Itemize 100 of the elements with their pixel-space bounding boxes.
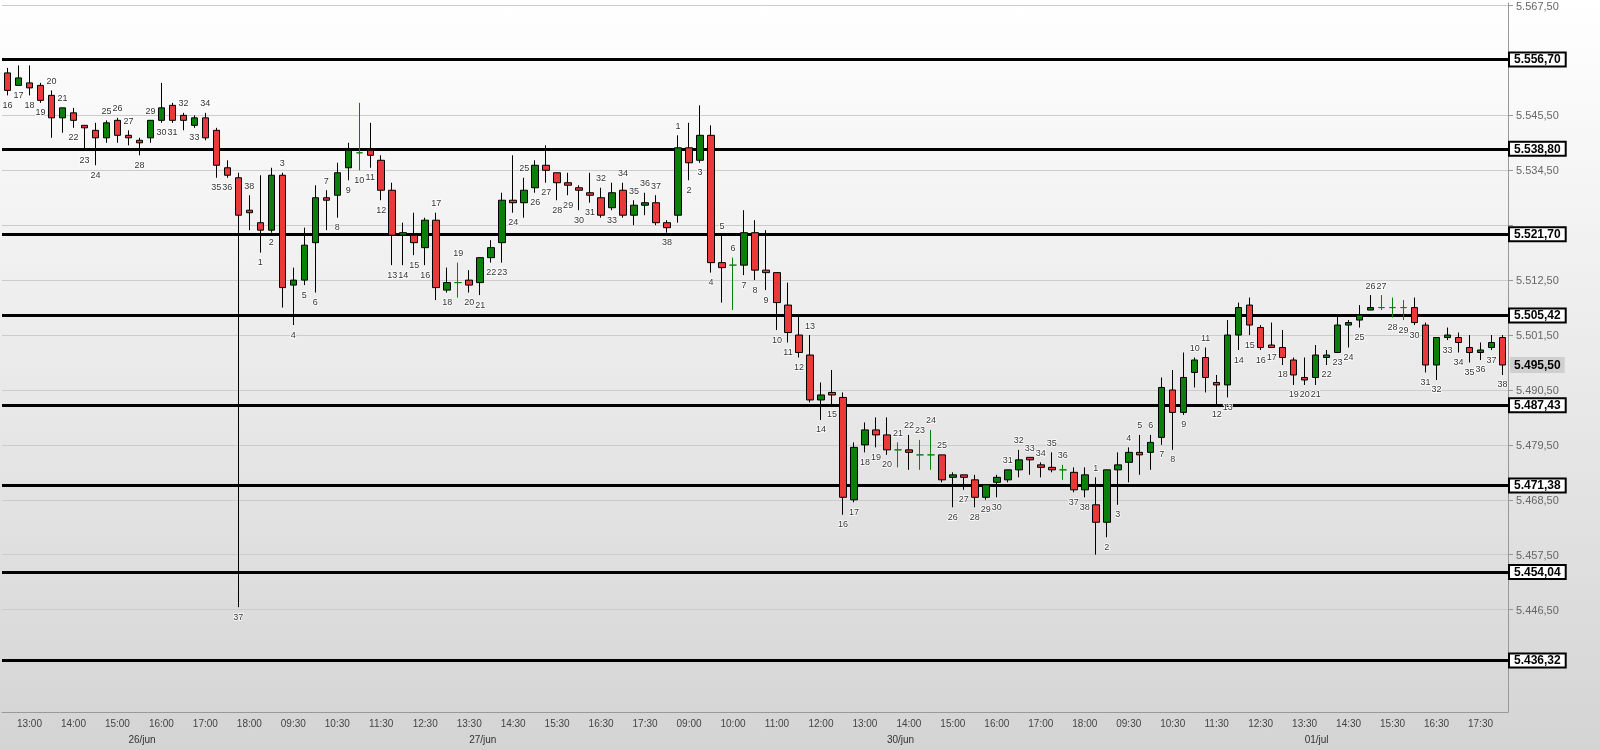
text: 31 — [1420, 376, 1431, 387]
text: 25 — [101, 105, 112, 116]
x-tick-label: 16:30 — [588, 717, 615, 729]
text: 37 — [1068, 496, 1079, 507]
candlestick — [641, 192, 649, 216]
candlestick — [1301, 357, 1308, 386]
text: 4 — [1126, 432, 1132, 443]
text: 5.495,50 — [1514, 357, 1562, 372]
text: 19 — [35, 107, 46, 118]
text: 34 — [618, 168, 629, 179]
text: 23 — [1332, 357, 1343, 368]
text: 22 — [1321, 369, 1332, 380]
text: 2 — [1104, 541, 1110, 552]
x-tick-label: 12:30 — [1248, 717, 1274, 729]
x-tick-label: 14:30 — [500, 717, 527, 729]
x-tick-label: 13:30 — [1292, 717, 1318, 729]
candlestick — [630, 199, 638, 226]
x-tick-label: 14:00 — [60, 717, 87, 729]
text: 37 — [651, 180, 662, 191]
candlestick — [147, 119, 154, 144]
candlestick — [861, 421, 869, 453]
x-tick-label: 17:00 — [1028, 717, 1054, 729]
text: 26 — [947, 511, 958, 522]
candlestick — [1004, 469, 1012, 483]
candlestick — [1466, 334, 1473, 363]
text: 37 — [1486, 354, 1497, 365]
text: 31 — [1002, 455, 1013, 466]
candlestick — [1257, 324, 1264, 351]
candlestick — [553, 172, 561, 201]
text: 29 — [145, 105, 156, 116]
y-tick-label: 5.545,50 — [1516, 109, 1559, 122]
text: 33 — [189, 132, 200, 143]
text: 1 — [675, 120, 681, 131]
text: 9 — [345, 184, 351, 195]
text: 33 — [1442, 344, 1453, 355]
ref-line-label: 5.505,42 — [1514, 308, 1562, 323]
candlestick — [191, 114, 198, 129]
candlestick — [114, 117, 121, 144]
x-tick-label: 12:00 — [808, 717, 834, 729]
x-tick-label: 15:30 — [544, 717, 571, 729]
text: 36 — [640, 178, 651, 189]
candlestick — [1345, 319, 1352, 349]
text: 38 — [1497, 379, 1508, 390]
candlestick — [476, 257, 484, 296]
candlestick — [465, 269, 473, 294]
candlestick — [1444, 327, 1451, 341]
candlestick — [487, 239, 495, 264]
text: 36 — [222, 182, 233, 193]
text: 23 — [497, 267, 508, 278]
candlestick — [619, 182, 627, 219]
candlestick — [608, 182, 616, 211]
candlestick — [1433, 337, 1440, 381]
text: 29 — [1398, 324, 1409, 335]
x-tick-label: 14:00 — [896, 717, 922, 729]
text: 36 — [1475, 364, 1486, 375]
x-tick-label: 17:00 — [192, 717, 219, 729]
text: 2 — [268, 237, 274, 248]
text: 33 — [607, 214, 618, 225]
text: 14 — [815, 424, 826, 435]
text: 8 — [752, 284, 758, 295]
text: 18 — [1277, 369, 1288, 380]
text: 17 — [13, 89, 24, 100]
candlestick — [1136, 434, 1143, 476]
candlestick — [729, 257, 737, 311]
text: 12 — [793, 362, 804, 372]
x-tick-label: 13:30 — [456, 717, 483, 729]
candlestick — [356, 102, 363, 171]
text: 27 — [1376, 280, 1387, 291]
text: 7 — [1159, 449, 1165, 460]
candlestick — [927, 429, 935, 471]
text: 30 — [156, 127, 167, 138]
text: 22 — [486, 267, 497, 278]
text: 25 — [1354, 332, 1365, 343]
text: 5 — [301, 289, 307, 300]
x-tick-label: 11:30 — [1204, 717, 1230, 729]
x-tick-label: 15:30 — [1380, 717, 1406, 729]
y-tick-label: 5.534,50 — [1516, 164, 1559, 177]
text: 9 — [1181, 419, 1187, 430]
text: 25 — [936, 440, 947, 451]
text: 27 — [541, 187, 552, 198]
text: 29 — [563, 199, 574, 210]
x-tick-label: 13:00 — [852, 717, 878, 729]
candlestick — [125, 129, 132, 146]
x-tick-label: 11:00 — [764, 717, 790, 729]
text: 19 — [453, 248, 464, 259]
text: 31 — [585, 207, 596, 218]
text: 15 — [1244, 339, 1255, 350]
text: 30 — [991, 501, 1002, 512]
x-tick-label: 11:30 — [369, 717, 394, 729]
text: 33 — [1024, 442, 1035, 453]
candlestick — [883, 416, 891, 456]
candlestick — [1191, 357, 1198, 388]
text: 4 — [708, 277, 714, 288]
text: 29 — [980, 504, 991, 515]
y-tick-label: 5.490,50 — [1516, 383, 1559, 396]
x-tick-label: 13:00 — [16, 717, 43, 729]
ref-line-label: 5.538,80 — [1514, 141, 1562, 156]
ref-line-label: 5.521,70 — [1514, 227, 1562, 242]
text: 5 — [1137, 420, 1143, 431]
candlestick — [454, 262, 462, 299]
